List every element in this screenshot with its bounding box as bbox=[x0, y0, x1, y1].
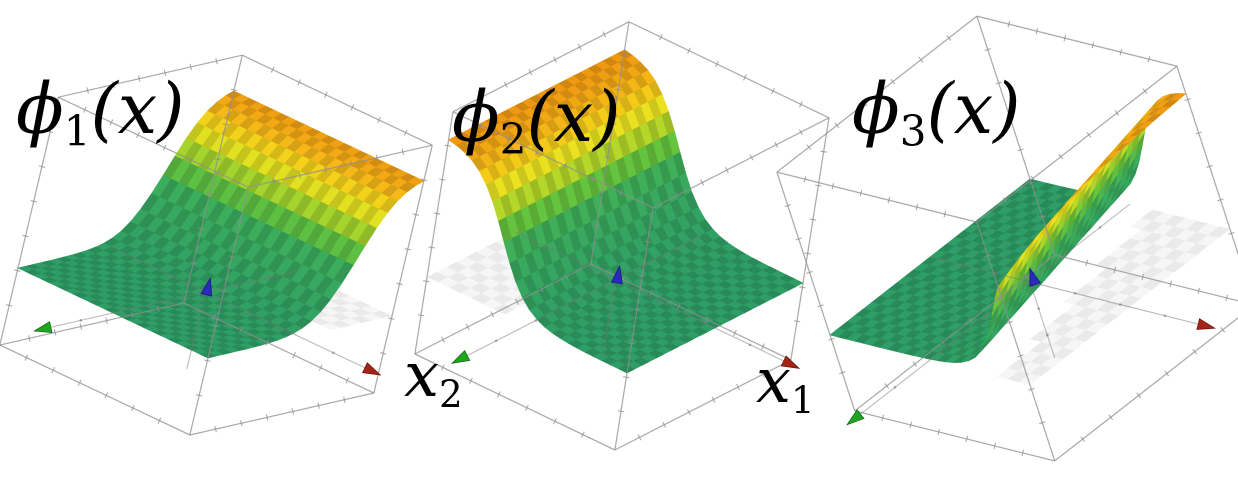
plot-phi3 bbox=[776, 15, 1238, 462]
phi3-symbol: ϕ bbox=[852, 68, 900, 150]
surface-mesh bbox=[829, 93, 1187, 363]
x1-axis bbox=[109, 246, 372, 372]
plot-label-phi1: ϕ1(x) bbox=[16, 74, 185, 153]
phi3-argument: (x) bbox=[926, 68, 1021, 150]
phi1-subscript: 1 bbox=[63, 106, 91, 156]
phi1-argument: (x) bbox=[90, 68, 185, 150]
x1-symbol: x bbox=[756, 344, 791, 417]
plot-phi1 bbox=[0, 54, 433, 436]
z-axis-arrow bbox=[610, 264, 623, 285]
x1-axis-arrow bbox=[362, 362, 382, 376]
box-wireframe bbox=[0, 54, 433, 436]
surface-mesh bbox=[17, 90, 425, 359]
box-wireframe bbox=[776, 15, 1238, 462]
phi2-subscript: 2 bbox=[499, 114, 527, 164]
surface-mesh bbox=[448, 49, 804, 374]
z-axis-arrow bbox=[200, 277, 213, 297]
z-axis bbox=[602, 279, 616, 358]
x2-axis bbox=[460, 234, 704, 360]
x2-axis-arrow bbox=[846, 409, 865, 426]
axis-label-x1: x1 bbox=[756, 350, 815, 419]
phi2-symbol: ϕ bbox=[452, 76, 500, 158]
plot-label-phi3: ϕ3(x) bbox=[852, 74, 1021, 153]
plot-phi2 bbox=[414, 21, 830, 451]
x1-subscript: 1 bbox=[790, 378, 815, 423]
z-axis bbox=[186, 291, 206, 370]
phi3-subscript: 3 bbox=[899, 106, 927, 156]
x2-subscript: 2 bbox=[438, 372, 463, 417]
x2-axis-arrow bbox=[33, 321, 53, 334]
x2-axis-arrow bbox=[450, 350, 471, 364]
phi1-symbol: ϕ bbox=[16, 68, 64, 150]
axis-label-x2: x2 bbox=[404, 344, 463, 413]
x1-axis-arrow bbox=[1196, 318, 1216, 330]
x2-symbol: x bbox=[404, 338, 439, 411]
x1-axis bbox=[514, 231, 791, 365]
x2-axis bbox=[43, 270, 298, 330]
box-wireframe bbox=[414, 21, 830, 451]
reference-plane bbox=[996, 209, 1230, 385]
x2-axis bbox=[854, 203, 1131, 419]
x1-axis-arrow bbox=[780, 355, 801, 369]
phi2-argument: (x) bbox=[526, 76, 621, 158]
x1-axis bbox=[929, 256, 1206, 327]
z-axis bbox=[1029, 281, 1056, 359]
z-axis-arrow bbox=[1029, 267, 1042, 287]
plot-label-phi2: ϕ2(x) bbox=[452, 82, 621, 161]
